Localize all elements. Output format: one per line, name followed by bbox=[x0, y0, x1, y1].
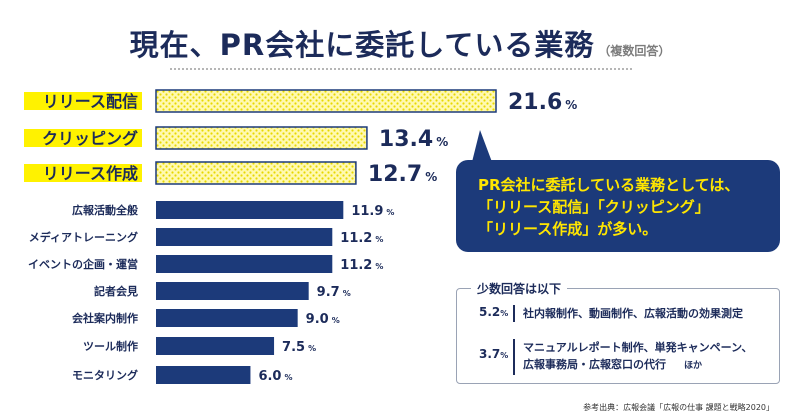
bar bbox=[156, 337, 275, 355]
page-title: 現在、PR会社に委託している業務 （複数回答） bbox=[0, 22, 800, 64]
minor-pct: 3.7% bbox=[479, 347, 509, 361]
minor-items: 社内報制作、動画制作、広報活動の効果測定 bbox=[513, 305, 743, 322]
minor-answers-title: 少数回答は以下 bbox=[471, 280, 568, 297]
minor-row: 5.2% 社内報制作、動画制作、広報活動の効果測定 bbox=[479, 305, 743, 322]
minor-pct: 5.2% bbox=[479, 305, 509, 319]
bar bbox=[155, 161, 357, 185]
bar bbox=[156, 201, 344, 219]
value-label: 21.6% bbox=[508, 90, 577, 115]
value-label: 9.7% bbox=[317, 285, 351, 300]
value-label: 13.4% bbox=[379, 127, 448, 152]
bar bbox=[156, 309, 298, 327]
callout-line: PR会社に委託している業務としては、 bbox=[478, 176, 740, 194]
bar bbox=[155, 89, 497, 113]
callout-line: 「リリース作成」が多い。 bbox=[478, 220, 658, 238]
callout-box: PR会社に委託している業務としては、 「リリース配信」「クリッピング」 「リリー… bbox=[456, 160, 780, 252]
category-label: リリース配信 bbox=[43, 92, 138, 111]
minor-answers-box: 少数回答は以下 5.2% 社内報制作、動画制作、広報活動の効果測定 3.7% マニュ… bbox=[456, 280, 780, 384]
bar bbox=[156, 228, 333, 246]
value-label: 12.7% bbox=[368, 162, 437, 187]
bar bbox=[156, 255, 333, 273]
category-label: 会社案内制作 bbox=[72, 311, 138, 325]
title-note: （複数回答） bbox=[598, 44, 671, 58]
category-label: ツール制作 bbox=[83, 339, 138, 353]
value-label: 11.9% bbox=[351, 204, 394, 219]
callout-line: 「リリース配信」「クリッピング」 bbox=[478, 198, 710, 216]
category-label: 記者会見 bbox=[94, 284, 138, 298]
bar bbox=[155, 126, 368, 150]
category-highlight bbox=[24, 129, 142, 147]
minor-row: 3.7% マニュアルレポート制作、単発キャンペーン、 広報事務局・広報窓口の代行 ほか bbox=[479, 339, 752, 375]
value-label: 11.2% bbox=[340, 258, 383, 273]
title-text: 現在、PR会社に委託している業務 bbox=[129, 28, 595, 62]
category-label: メディアトレーニング bbox=[29, 230, 138, 244]
value-label: 7.5% bbox=[282, 340, 316, 355]
bar bbox=[156, 282, 309, 300]
category-highlight bbox=[24, 92, 142, 110]
category-label: リリース作成 bbox=[43, 164, 138, 183]
category-highlight bbox=[24, 164, 142, 182]
category-label: モニタリング bbox=[72, 368, 138, 382]
minor-items: マニュアルレポート制作、単発キャンペーン、 広報事務局・広報窓口の代行 ほか bbox=[513, 339, 752, 375]
category-label: 広報活動全般 bbox=[72, 203, 138, 217]
bar bbox=[156, 366, 251, 384]
category-label: クリッピング bbox=[42, 129, 138, 148]
value-label: 9.0% bbox=[306, 312, 340, 327]
callout-tail bbox=[472, 130, 492, 162]
source-note: 参考出典：広報会議「広報の仕事 課題と戦略2020」 bbox=[583, 403, 774, 412]
value-label: 6.0% bbox=[258, 369, 292, 384]
value-label: 11.2% bbox=[340, 231, 383, 246]
title-divider bbox=[170, 68, 632, 70]
category-label: イベントの企画・運営 bbox=[28, 257, 138, 271]
